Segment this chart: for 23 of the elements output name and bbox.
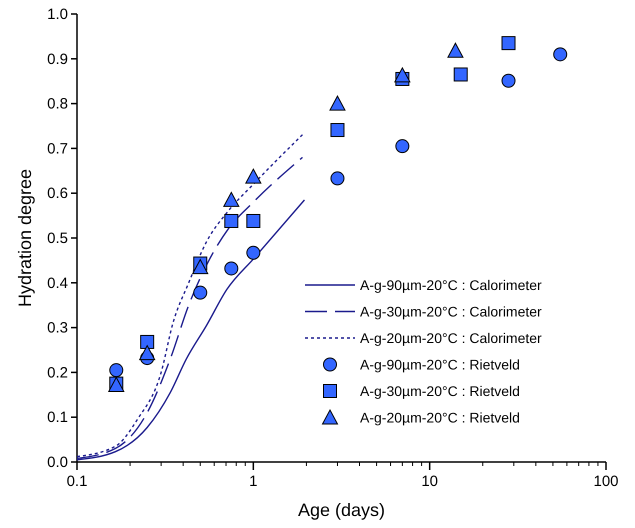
legend-label: A-g-30µm-20°C : Calorimeter xyxy=(360,304,542,320)
y-axis-title: Hydration degree xyxy=(15,168,35,308)
legend-label: A-g-20µm-20°C : Calorimeter xyxy=(360,330,542,346)
y-tick-label: 0.8 xyxy=(47,96,68,113)
y-tick-label: 0.3 xyxy=(47,320,68,337)
x-tick-label: 100 xyxy=(593,473,619,490)
legend-label: A-g-20µm-20°C : Rietveld xyxy=(360,410,520,426)
y-tick-label: 0.5 xyxy=(47,230,68,247)
legend-label: A-g-30µm-20°C : Rietveld xyxy=(360,383,520,399)
x-tick-label: 0.1 xyxy=(66,473,88,490)
y-tick-label: 0.9 xyxy=(47,50,68,68)
y-tick-label: 0.4 xyxy=(47,274,68,292)
y-tick-label: 1.0 xyxy=(47,6,68,23)
x-tick-label: 1 xyxy=(249,473,258,490)
x-tick-label: 10 xyxy=(421,473,438,490)
x-axis-title: Age (days) xyxy=(298,500,386,520)
y-tick-label: 0.7 xyxy=(47,140,68,158)
y-tick-label: 0.0 xyxy=(47,454,68,471)
legend-label: A-g-90µm-20°C : Calorimeter xyxy=(360,277,542,293)
legend-label: A-g-90µm-20°C : Rietveld xyxy=(360,356,520,372)
y-tick-label: 0.2 xyxy=(47,364,68,382)
y-tick-label: 0.1 xyxy=(47,409,68,426)
y-tick-label: 0.6 xyxy=(47,185,68,202)
